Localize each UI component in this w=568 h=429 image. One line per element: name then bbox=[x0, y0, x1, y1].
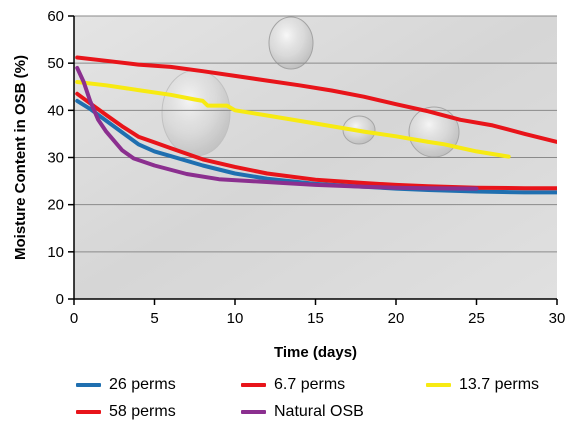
x-tick-label: 0 bbox=[70, 310, 78, 327]
tick-labels: 0 10 20 30 40 50 60 0 5 10 15 20 25 30 bbox=[47, 8, 565, 327]
legend-swatch bbox=[76, 383, 101, 387]
x-tick-label: 20 bbox=[388, 310, 405, 327]
legend-label: 13.7 perms bbox=[459, 376, 540, 393]
legend-item-58-perms: 58 perms bbox=[76, 401, 176, 423]
x-tick-label: 15 bbox=[307, 310, 324, 327]
x-tick-label: 5 bbox=[150, 310, 158, 327]
legend-label: Natural OSB bbox=[274, 403, 364, 420]
y-tick-label: 50 bbox=[47, 55, 64, 72]
legend-item-13-7-perms: 13.7 perms bbox=[426, 374, 539, 396]
legend-label: 6.7 perms bbox=[274, 376, 346, 393]
legend-swatch bbox=[241, 410, 266, 414]
y-tick-label: 40 bbox=[47, 102, 64, 119]
y-axis-title: Moisture Content in OSB (%) bbox=[12, 55, 29, 260]
x-axis-title: Time (days) bbox=[274, 344, 357, 361]
x-tick-label: 25 bbox=[468, 310, 485, 327]
legend: 26 perms 6.7 perms 13.7 perms 58 perms N… bbox=[76, 374, 566, 428]
legend-item-6-7-perms: 6.7 perms bbox=[241, 374, 345, 396]
series-line-26-perms bbox=[75, 98, 557, 195]
series-line-58-perms bbox=[75, 55, 557, 144]
legend-label: 26 perms bbox=[109, 376, 176, 393]
y-tick-label: 60 bbox=[47, 8, 64, 25]
y-tick-label: 10 bbox=[47, 244, 64, 261]
y-tick-label: 0 bbox=[56, 291, 64, 308]
legend-item-26-perms: 26 perms bbox=[76, 374, 176, 396]
series-layer bbox=[75, 55, 557, 195]
legend-label: 58 perms bbox=[109, 403, 176, 420]
y-tick-label: 20 bbox=[47, 197, 64, 214]
x-tick-label: 10 bbox=[227, 310, 244, 327]
grid-lines bbox=[74, 15, 557, 253]
axes bbox=[68, 15, 558, 305]
series-line-natural-osb bbox=[75, 65, 479, 191]
legend-swatch bbox=[76, 410, 101, 414]
x-tick-label: 30 bbox=[549, 310, 566, 327]
series-line-13-7-perms bbox=[75, 80, 511, 159]
water-droplet bbox=[268, 16, 314, 70]
moisture-chart: 0 10 20 30 40 50 60 0 5 10 15 20 25 30 Time (days) Mo… bbox=[12, 8, 565, 361]
legend-swatch bbox=[426, 383, 451, 387]
legend-item-natural-osb: Natural OSB bbox=[241, 401, 364, 423]
legend-swatch bbox=[241, 383, 266, 387]
y-tick-label: 30 bbox=[47, 150, 64, 167]
water-droplet bbox=[161, 69, 231, 157]
